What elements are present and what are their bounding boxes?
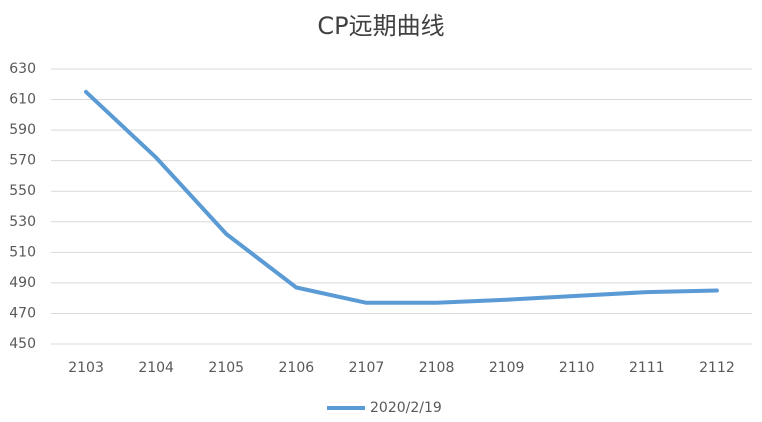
data-line bbox=[84, 89, 719, 305]
chart-title: CP远期曲线 bbox=[317, 12, 444, 40]
y-tick-label: 610 bbox=[9, 92, 36, 108]
y-tick-label: 630 bbox=[9, 61, 36, 77]
y-tick-label: 550 bbox=[9, 183, 36, 199]
x-tick-label: 2110 bbox=[559, 360, 595, 376]
y-tick-label: 450 bbox=[9, 336, 36, 352]
x-tick-label: 2107 bbox=[349, 360, 385, 376]
x-tick-label: 2108 bbox=[419, 360, 455, 376]
y-tick-label: 510 bbox=[9, 244, 36, 260]
y-tick-label: 470 bbox=[9, 305, 36, 321]
x-tick-label: 2109 bbox=[489, 360, 525, 376]
x-tick-label: 2106 bbox=[279, 360, 315, 376]
y-tick-label: 490 bbox=[9, 275, 36, 291]
x-tick-label: 2104 bbox=[138, 360, 174, 376]
x-tick-label: 2112 bbox=[699, 360, 735, 376]
legend-label: 2020/2/19 bbox=[370, 400, 442, 416]
y-tick-label: 590 bbox=[9, 122, 36, 138]
y-tick-label: 570 bbox=[9, 153, 36, 169]
y-tick-label: 530 bbox=[9, 214, 36, 230]
x-tick-label: 2111 bbox=[629, 360, 665, 376]
x-tick-label: 2105 bbox=[208, 360, 244, 376]
x-tick-label: 2103 bbox=[68, 360, 104, 376]
